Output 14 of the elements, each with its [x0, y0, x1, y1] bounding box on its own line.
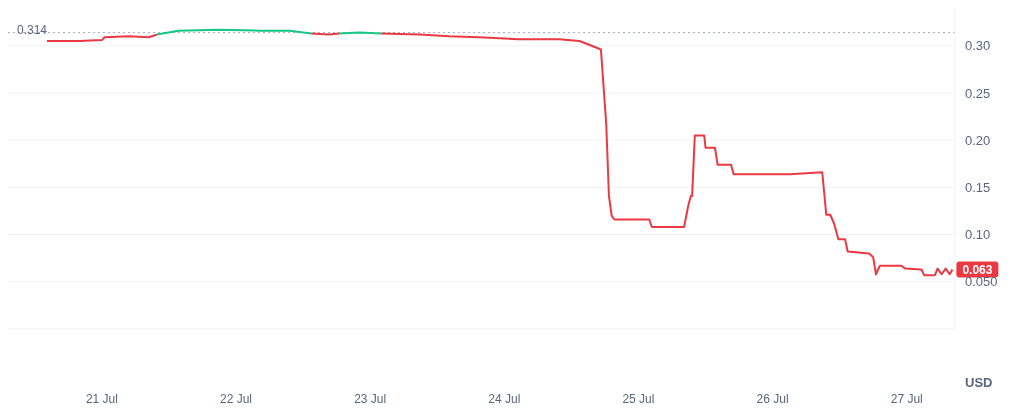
x-tick-label: 24 Jul: [488, 392, 521, 406]
x-tick-label: 25 Jul: [622, 392, 655, 406]
y-tick-label: 0.30: [965, 38, 991, 54]
ref-line-label: 0.314: [17, 22, 48, 37]
x-tick-label: 23 Jul: [354, 392, 387, 406]
y-axis-title: USD: [965, 375, 993, 390]
x-tick-label: 21 Jul: [85, 392, 118, 406]
y-tick-label: 0.20: [965, 132, 991, 148]
y-tick-label: 0.15: [965, 180, 991, 195]
y-tick-label: 0.10: [965, 227, 991, 243]
x-tick-label: 26 Jul: [756, 392, 789, 406]
x-tick-label: 22 Jul: [220, 392, 253, 406]
y-tick-label: 0.25: [965, 85, 991, 101]
x-tick-label: 27 Jul: [890, 392, 923, 406]
